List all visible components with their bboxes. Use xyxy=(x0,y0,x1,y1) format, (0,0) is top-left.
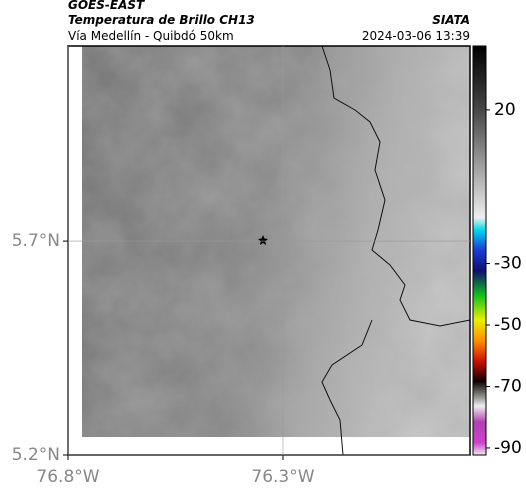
colorbar xyxy=(472,45,487,456)
colorbar-tick-label: -70 xyxy=(494,376,522,396)
location-marker xyxy=(258,235,268,245)
colorbar-tick-label: -50 xyxy=(494,315,522,335)
colorbar-tick-label: -90 xyxy=(494,438,522,458)
colorbar-tick-label: -30 xyxy=(494,254,522,274)
colorbar-tick-label: 20 xyxy=(494,100,516,120)
location: Vía Medellín - Quibdó 50km xyxy=(68,29,234,43)
source: SIATA xyxy=(432,13,470,27)
border-line xyxy=(321,45,471,327)
x-tick-label: 76.3°W xyxy=(251,467,314,487)
border-line xyxy=(321,319,373,456)
map xyxy=(67,45,471,456)
subtitle: Temperatura de Brillo CH13 xyxy=(68,13,255,27)
datetime: 2024-03-06 13:39 xyxy=(362,29,470,43)
cloud-texture xyxy=(82,46,470,437)
x-tick-label: 76.8°W xyxy=(36,467,99,487)
y-tick-label: 5.2°N xyxy=(12,445,60,465)
title: GOES-EAST xyxy=(68,0,145,12)
y-tick-label: 5.7°N xyxy=(12,231,60,251)
